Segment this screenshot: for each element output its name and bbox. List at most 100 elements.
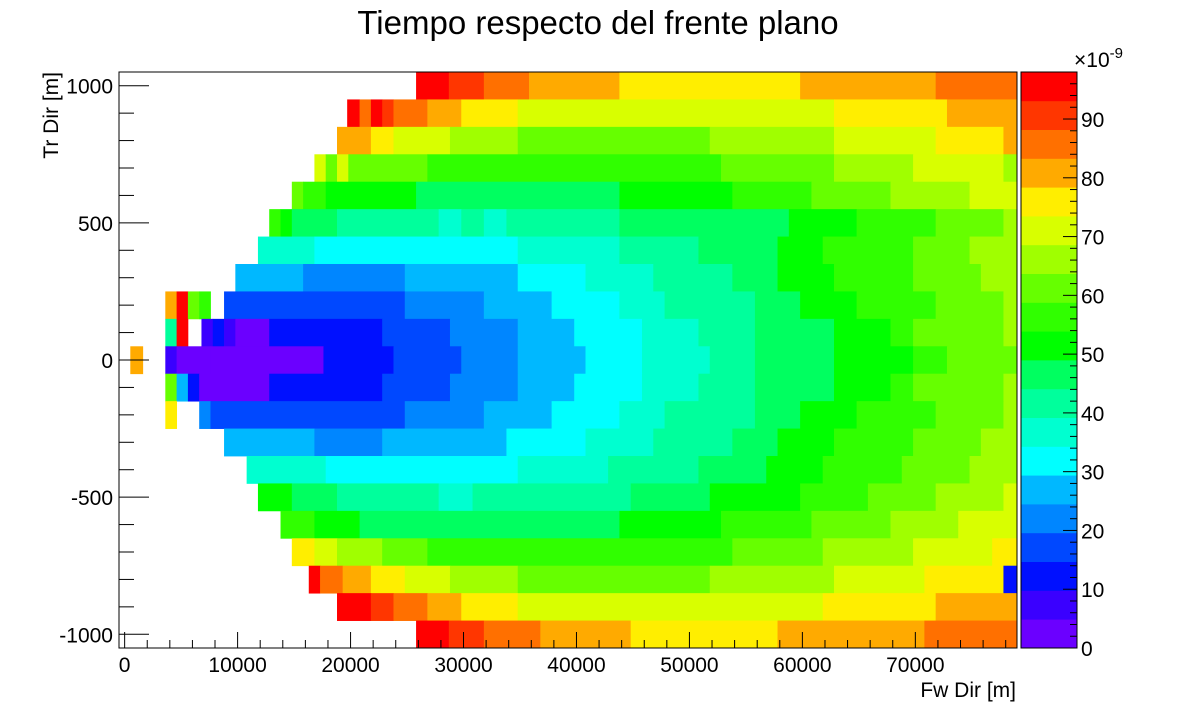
heatmap-cell	[867, 483, 937, 512]
x-tick-label: 60000	[773, 654, 831, 677]
heatmap-cell	[320, 565, 344, 594]
heatmap-cell	[280, 209, 293, 237]
x-axis: 0 10000 20000 30000 40000 50000 60000 70000	[119, 632, 1007, 677]
colorbar-swatch	[1021, 504, 1077, 534]
heatmap-cell	[766, 456, 824, 484]
heatmap-cell	[619, 510, 722, 539]
heatmap-cell	[506, 209, 620, 237]
colorbar-exponent: ×10-9	[1074, 45, 1123, 72]
x-tick-label: 70000	[886, 654, 944, 677]
heatmap-cell	[165, 373, 178, 402]
heatmap-cell	[834, 154, 914, 183]
heatmap-cell	[393, 99, 428, 128]
heatmap-cell	[438, 483, 473, 512]
x-tick-label: 0	[119, 654, 131, 677]
heatmap-cell	[754, 318, 835, 347]
heatmap-cell	[529, 72, 620, 100]
heatmap-cell	[980, 428, 1018, 457]
heatmap-cell	[517, 456, 609, 484]
heatmap-cell	[992, 538, 1018, 567]
heatmap-cell	[517, 373, 575, 402]
heatmap-cell	[834, 264, 914, 292]
heatmap-cell	[709, 346, 756, 375]
heatmap-cell	[483, 209, 507, 237]
colorbar-swatch	[1021, 216, 1077, 246]
heatmap-cell	[585, 346, 643, 375]
heatmap-cell	[210, 401, 406, 429]
colorbar-swatch	[1021, 532, 1077, 562]
heatmap-cell	[754, 346, 835, 375]
heatmap-cell	[347, 99, 360, 128]
heatmap-cell	[517, 236, 620, 265]
heatmap-cell	[935, 291, 1004, 320]
heatmap-cell	[257, 236, 315, 265]
heatmap-cell	[325, 181, 417, 210]
heatmap-cell	[969, 181, 1018, 210]
heatmap-cell	[224, 428, 315, 457]
heatmap-cell	[303, 264, 406, 292]
heatmap-cell	[834, 428, 914, 457]
heatmap-cell	[370, 593, 394, 621]
colorbar-tick-label: 70	[1081, 227, 1104, 250]
heatmap-cell	[1003, 291, 1018, 320]
heatmap-cell	[448, 620, 485, 649]
colorbar-tick-label: 30	[1081, 462, 1104, 485]
colorbar-swatch	[1021, 72, 1077, 102]
colorbar-swatch	[1021, 561, 1077, 591]
heatmap-cell	[404, 291, 485, 320]
heatmap-cell	[416, 72, 450, 100]
heatmap-cell	[314, 538, 338, 567]
heatmap-cell	[721, 154, 835, 183]
colorbar-swatch	[1021, 244, 1077, 274]
x-tick-label: 10000	[208, 654, 266, 677]
heatmap-cell	[449, 373, 519, 402]
heatmap-cell	[517, 593, 824, 621]
heatmap-cell	[811, 510, 891, 539]
heatmap-cell	[754, 373, 835, 402]
heatmap-cell	[224, 318, 236, 347]
colorbar-swatch	[1021, 187, 1077, 217]
heatmap-cell	[856, 209, 937, 237]
heatmap-cell	[461, 99, 519, 128]
heatmap-cell	[483, 401, 553, 429]
colorbar-swatch	[1021, 417, 1077, 447]
heatmap-cell	[382, 428, 507, 457]
y-tick-label: 500	[78, 213, 113, 236]
heatmap-cell	[382, 373, 451, 402]
heatmap-cell	[1003, 483, 1018, 512]
heatmap-cell	[969, 236, 1018, 265]
y-tick-label: -1000	[59, 624, 113, 647]
heatmap-cell	[709, 565, 835, 594]
heatmap-cell	[777, 620, 925, 649]
heatmap-cell	[382, 538, 428, 567]
heatmap-cell	[732, 538, 824, 567]
heatmap-cell	[913, 428, 982, 457]
colorbar-exponent-power: -9	[1110, 45, 1123, 62]
colorbar-tick-label: 80	[1081, 168, 1104, 191]
colorbar-swatch	[1021, 302, 1077, 332]
heatmap-cell	[427, 538, 733, 567]
heatmap-cell	[393, 346, 462, 375]
y-tick-label: 1000	[66, 76, 113, 99]
heatmap-cell	[1003, 565, 1018, 594]
heatmap-cell	[342, 565, 372, 594]
heatmap-cell	[935, 593, 1018, 621]
heatmap-cell	[653, 428, 733, 457]
heatmap-cell	[822, 456, 903, 484]
heatmap-cell	[890, 318, 914, 347]
x-tick-label: 40000	[547, 654, 605, 677]
heatmap-cell	[291, 483, 338, 512]
heatmap-cell	[913, 373, 1004, 402]
heatmap-cell	[935, 209, 1004, 237]
chart-title: Tiempo respecto del frente plano	[357, 4, 838, 41]
heatmap-cell	[890, 181, 970, 210]
heatmap-cell	[834, 126, 937, 155]
heatmap-cell	[314, 428, 383, 457]
heatmap-cell	[788, 209, 857, 237]
heatmap-cell	[754, 291, 801, 320]
colorbar-swatch	[1021, 331, 1077, 361]
heatmap-cell	[890, 510, 959, 539]
heatmap-cell	[913, 538, 993, 567]
heatmap-cell	[834, 373, 891, 402]
heatmap-cell	[698, 236, 778, 265]
